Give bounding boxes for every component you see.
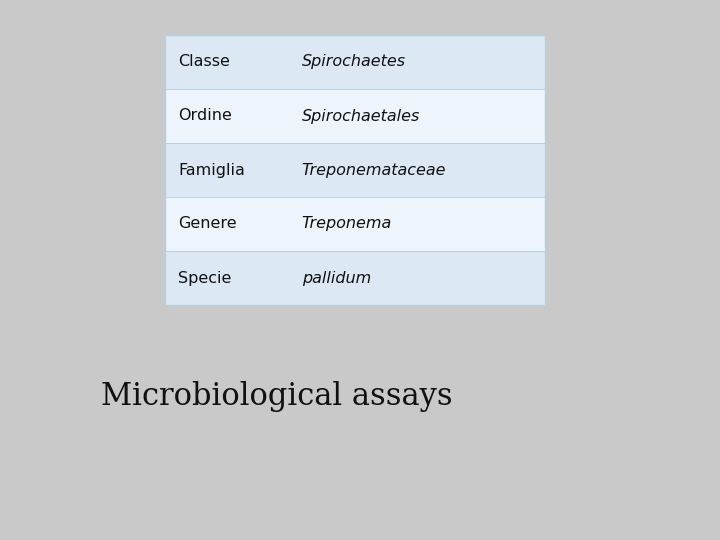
Text: Ordine: Ordine bbox=[178, 109, 232, 124]
Text: Treponemataceae: Treponemataceae bbox=[302, 163, 446, 178]
FancyBboxPatch shape bbox=[165, 35, 545, 89]
Text: Genere: Genere bbox=[178, 217, 237, 232]
Text: Specie: Specie bbox=[178, 271, 231, 286]
FancyBboxPatch shape bbox=[165, 197, 545, 251]
Text: Classe: Classe bbox=[178, 55, 230, 70]
FancyBboxPatch shape bbox=[165, 143, 545, 197]
Text: Famiglia: Famiglia bbox=[178, 163, 245, 178]
Text: Spirochaetales: Spirochaetales bbox=[302, 109, 420, 124]
Text: pallidum: pallidum bbox=[302, 271, 371, 286]
FancyBboxPatch shape bbox=[165, 251, 545, 305]
Text: Microbiological assays: Microbiological assays bbox=[102, 381, 453, 413]
Text: Spirochaetes: Spirochaetes bbox=[302, 55, 406, 70]
FancyBboxPatch shape bbox=[165, 89, 545, 143]
Text: Treponema: Treponema bbox=[302, 217, 392, 232]
